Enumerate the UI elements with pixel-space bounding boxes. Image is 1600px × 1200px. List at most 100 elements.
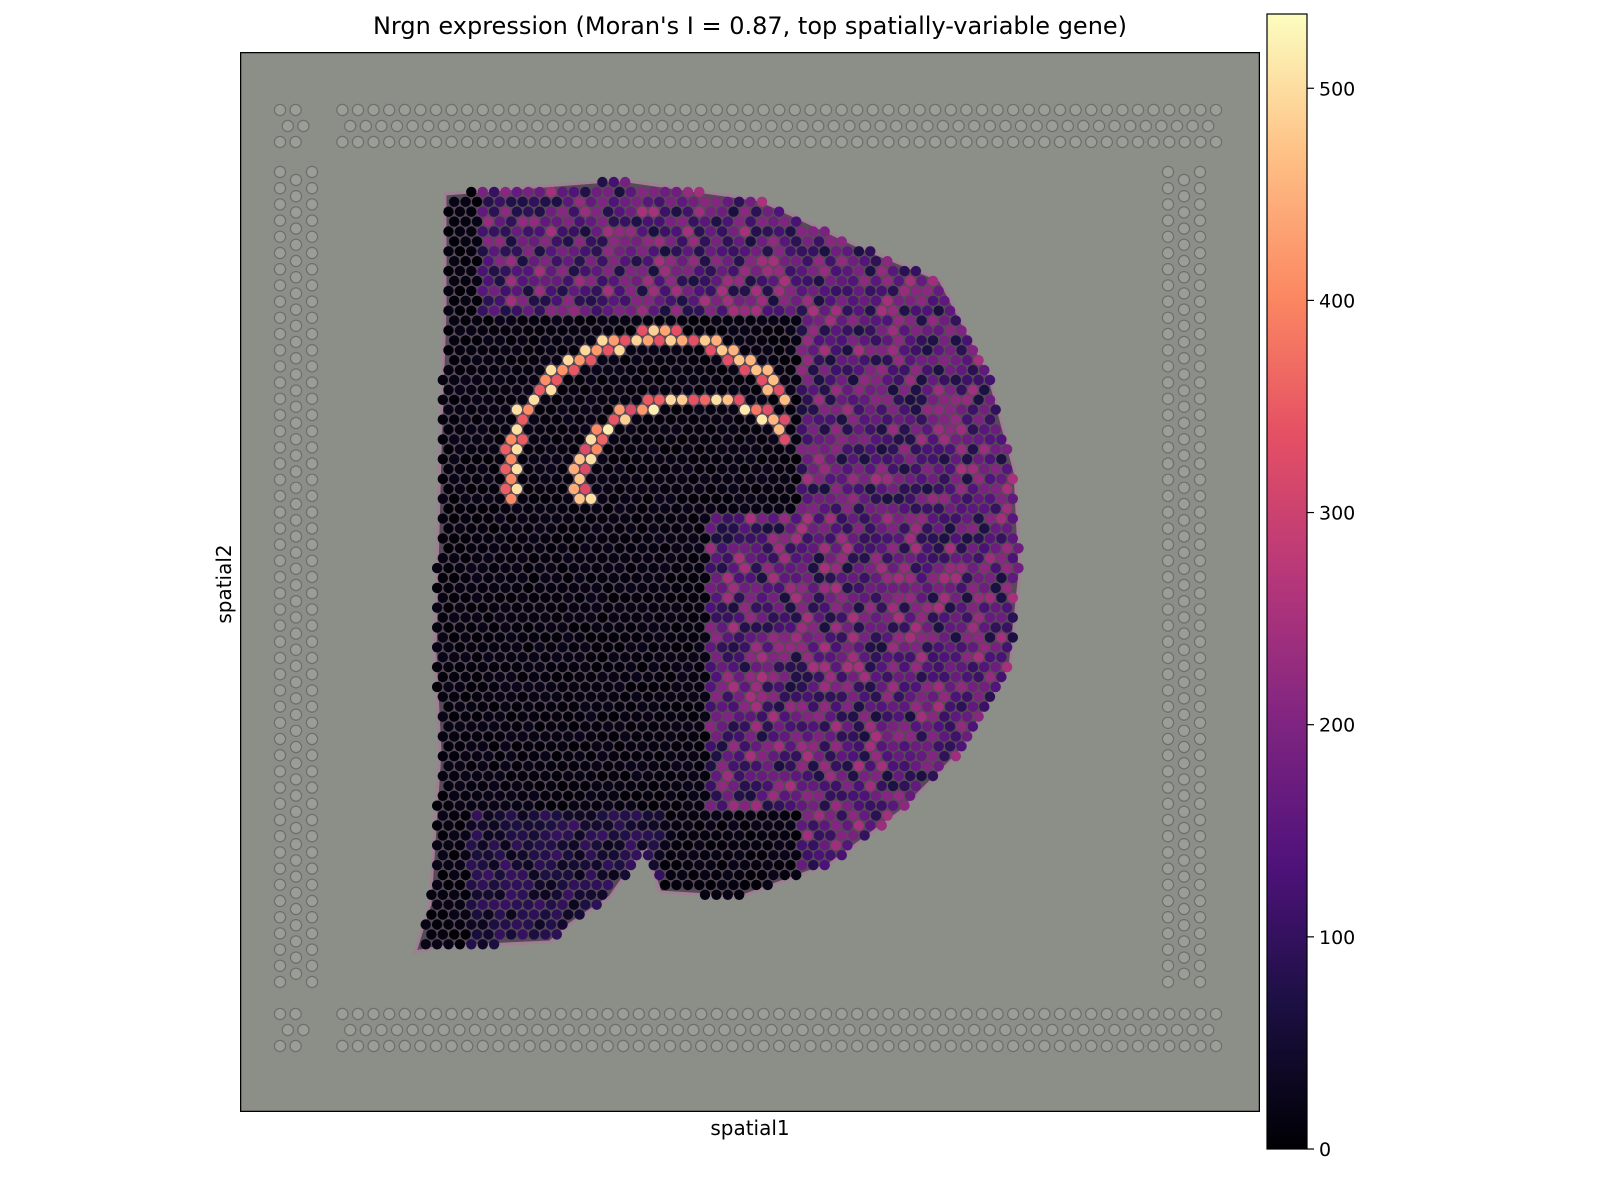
fiducial-dot	[913, 103, 926, 117]
fiducial-dot	[913, 1007, 926, 1021]
expression-spot	[836, 830, 847, 841]
expression-spot	[477, 483, 488, 495]
expression-spot	[580, 186, 591, 198]
expression-spot	[813, 731, 825, 742]
expression-spot	[597, 711, 608, 722]
expression-spot	[671, 642, 682, 653]
expression-spot	[922, 384, 933, 396]
colorbar-tick-label: 400	[1319, 290, 1355, 312]
fiducial-dot	[398, 103, 411, 117]
expression-spot	[534, 305, 545, 316]
expression-spot	[773, 503, 785, 514]
expression-spot	[887, 523, 899, 534]
expression-spot	[944, 325, 956, 336]
expression-spot	[745, 414, 756, 425]
expression-spot	[836, 256, 847, 267]
expression-spot	[825, 355, 836, 366]
fiducial-dot	[1193, 813, 1207, 827]
expression-spot	[910, 562, 922, 574]
expression-spot	[454, 939, 466, 950]
expression-spot	[836, 671, 847, 683]
fiducial-dot	[289, 135, 302, 149]
expression-spot	[973, 691, 984, 702]
fiducial-dot	[273, 262, 287, 276]
expression-spot	[557, 325, 568, 336]
expression-spot	[813, 394, 825, 405]
fiducial-dot	[1177, 578, 1191, 592]
expression-spot	[631, 434, 642, 445]
expression-spot	[477, 602, 488, 613]
expression-spot	[500, 602, 511, 613]
expression-spot	[517, 790, 528, 801]
expression-spot	[756, 355, 768, 366]
expression-spot	[511, 285, 523, 297]
fiducial-dot	[1177, 919, 1191, 932]
expression-spot	[597, 493, 608, 504]
expression-spot	[642, 810, 654, 821]
fiducial-dot	[671, 119, 684, 133]
expression-spot	[568, 226, 580, 237]
fiducial-dot	[1161, 554, 1175, 567]
expression-spot	[939, 652, 950, 663]
expression-spot	[466, 305, 477, 316]
expression-spot	[916, 295, 927, 306]
expression-spot	[654, 493, 665, 504]
expression-spot	[585, 533, 597, 544]
expression-spot	[437, 632, 448, 643]
expression-spot	[654, 671, 665, 683]
expression-spot	[608, 434, 619, 445]
fiducial-dot	[468, 119, 482, 133]
expression-spot	[1007, 592, 1018, 603]
expression-spot	[471, 731, 483, 742]
expression-spot	[614, 741, 625, 752]
expression-spot	[540, 553, 551, 564]
fiducial-dot	[273, 813, 287, 827]
expression-spot	[791, 770, 802, 782]
expression-spot	[802, 592, 813, 603]
expression-spot	[865, 820, 876, 831]
expression-spot	[443, 859, 454, 871]
expression-spot	[488, 444, 500, 455]
expression-spot	[648, 483, 659, 495]
expression-spot	[865, 721, 876, 732]
expression-spot	[728, 364, 739, 376]
expression-spot	[842, 661, 853, 673]
expression-spot	[488, 562, 500, 574]
expression-spot	[762, 463, 773, 475]
expression-spot	[483, 394, 494, 405]
expression-spot	[716, 444, 728, 455]
expression-spot	[853, 800, 865, 811]
fiducial-dot	[991, 103, 1004, 117]
fiducial-dot	[1177, 352, 1191, 365]
expression-spot	[905, 295, 916, 306]
expression-spot	[557, 305, 568, 316]
expression-spot	[711, 236, 722, 247]
fiducial-dot	[1161, 651, 1175, 665]
expression-spot	[876, 681, 887, 693]
fiducial-dot	[1161, 587, 1175, 600]
expression-spot	[751, 325, 762, 336]
expression-spot	[791, 830, 802, 841]
expression-spot	[819, 622, 830, 633]
fiducial-dot	[367, 1007, 380, 1021]
expression-spot	[471, 671, 483, 683]
expression-spot	[893, 790, 904, 801]
expression-spot	[654, 770, 665, 782]
expression-spot	[705, 741, 716, 752]
expression-spot	[671, 285, 682, 297]
expression-spot	[591, 859, 602, 871]
expression-spot	[722, 553, 733, 564]
expression-spot	[785, 840, 796, 851]
expression-spot	[887, 582, 899, 594]
expression-spot	[876, 741, 887, 752]
fiducial-dot	[1193, 684, 1207, 697]
expression-spot	[853, 582, 865, 594]
expression-spot	[642, 711, 654, 722]
expression-spot	[654, 355, 665, 366]
expression-spot	[642, 691, 654, 702]
expression-spot	[882, 810, 893, 821]
expression-spot	[648, 364, 659, 376]
expression-spot	[620, 671, 631, 683]
expression-spot	[779, 533, 790, 544]
expression-spot	[540, 790, 551, 801]
